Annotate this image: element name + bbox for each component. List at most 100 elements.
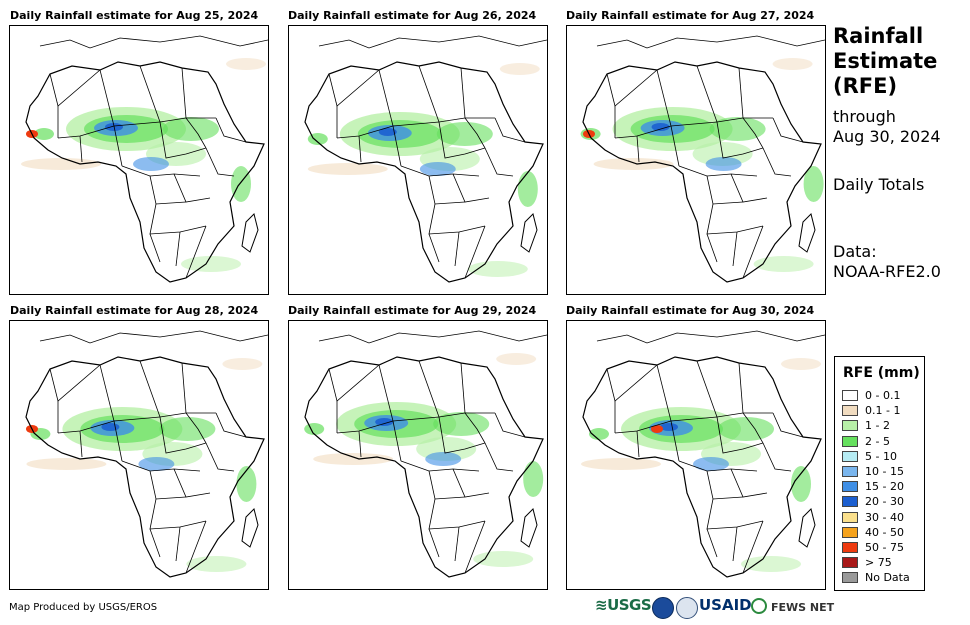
country-border	[215, 117, 247, 143]
rainfall-area	[693, 457, 729, 471]
country-border	[215, 412, 247, 438]
country-border	[159, 416, 207, 454]
country-border	[464, 520, 486, 574]
country-border	[149, 203, 207, 235]
country-border	[428, 528, 440, 558]
country-border	[742, 520, 764, 574]
legend-swatch	[842, 526, 858, 538]
country-border	[730, 173, 768, 203]
africa-coastline	[25, 61, 265, 283]
rainfall-area	[138, 457, 175, 471]
rainfall-area	[433, 412, 490, 436]
country-border	[149, 498, 207, 530]
madagascar-outline	[241, 508, 259, 548]
country-border	[378, 69, 394, 127]
country-border	[392, 121, 440, 127]
country-border	[606, 69, 658, 107]
rainfall-area	[660, 423, 678, 431]
country-border	[772, 117, 804, 143]
rainfall-area	[236, 466, 257, 502]
country-border	[762, 442, 792, 472]
europe-coastline	[39, 35, 268, 49]
rainfall-area	[589, 428, 609, 440]
africa-map-svg	[25, 330, 268, 578]
africa-map-svg	[21, 35, 268, 283]
country-border	[400, 165, 480, 177]
country-border	[378, 364, 394, 422]
country-border	[656, 364, 672, 422]
rainfall-area	[186, 556, 247, 572]
country-border	[328, 364, 380, 402]
country-border	[636, 430, 640, 458]
country-border	[494, 412, 526, 438]
rainfall-area	[467, 261, 528, 277]
rainfall-area	[772, 58, 813, 70]
country-border	[696, 65, 718, 123]
rainfall-area	[307, 133, 328, 145]
rainfall-area	[231, 166, 251, 202]
rainfall-area	[222, 358, 263, 370]
country-border	[454, 526, 460, 562]
country-border	[742, 412, 764, 444]
rainfall-area	[709, 117, 766, 141]
legend-swatch	[842, 466, 858, 477]
country-border	[181, 67, 187, 119]
rainfall-area	[304, 423, 325, 435]
noaa-logo-icon	[652, 597, 674, 619]
legend-swatch	[842, 496, 858, 508]
rainfall-area	[159, 417, 216, 441]
legend-swatch	[842, 420, 858, 432]
country-border	[185, 225, 207, 279]
legend-swatch	[842, 511, 858, 523]
country-border	[706, 233, 718, 263]
panel-title-aug-28: Daily Rainfall estimate for Aug 28, 2024	[10, 304, 259, 317]
country-border	[716, 121, 764, 159]
country-border	[730, 468, 768, 498]
country-border	[99, 364, 115, 422]
rainfall-area	[651, 123, 670, 131]
rainfall-map-aug-25	[9, 25, 269, 295]
rainfall-area	[496, 353, 537, 365]
country-border	[121, 460, 201, 472]
rainfall-map-aug-28	[9, 320, 269, 590]
fews-globe-icon	[751, 598, 767, 614]
legend-label: 30 - 40	[865, 510, 904, 524]
rainfall-area	[781, 358, 821, 370]
country-border	[742, 117, 764, 149]
map-credit: Map Produced by USGS/EROS	[9, 602, 158, 613]
africa-map-svg	[304, 330, 547, 578]
legend-label: 10 - 15	[865, 465, 904, 478]
legend-label: No Data	[865, 571, 910, 585]
rainfall-area	[499, 63, 540, 75]
country-border	[205, 442, 235, 472]
country-border	[452, 468, 490, 498]
country-border	[173, 468, 211, 498]
legend-swatch	[842, 450, 858, 462]
country-border	[670, 121, 718, 127]
legend-swatch	[842, 390, 858, 401]
rainfall-area	[307, 163, 388, 175]
rainfall-area	[473, 551, 534, 567]
rainfall-area	[705, 157, 742, 171]
title-line-2: Estimate	[833, 49, 938, 73]
usaid-logo: USAID	[699, 596, 752, 614]
rainfall-area	[741, 556, 801, 572]
country-border	[484, 442, 514, 472]
legend-label: 2 - 5	[865, 434, 890, 448]
europe-coastline	[318, 35, 547, 49]
usgs-logo: ≋USGS	[595, 596, 652, 614]
country-border	[670, 416, 718, 422]
africa-coastline	[582, 356, 822, 578]
rainfall-area	[523, 461, 544, 497]
country-border	[113, 125, 123, 167]
madagascar-outline	[798, 508, 816, 548]
europe-coastline	[318, 330, 547, 344]
country-border	[438, 121, 486, 159]
rainfall-map-aug-29	[288, 320, 548, 590]
country-border	[139, 360, 161, 418]
country-border	[454, 231, 460, 267]
legend-title: RFE (mm)	[843, 365, 920, 381]
country-border	[185, 412, 207, 444]
madagascar-outline	[798, 213, 816, 253]
